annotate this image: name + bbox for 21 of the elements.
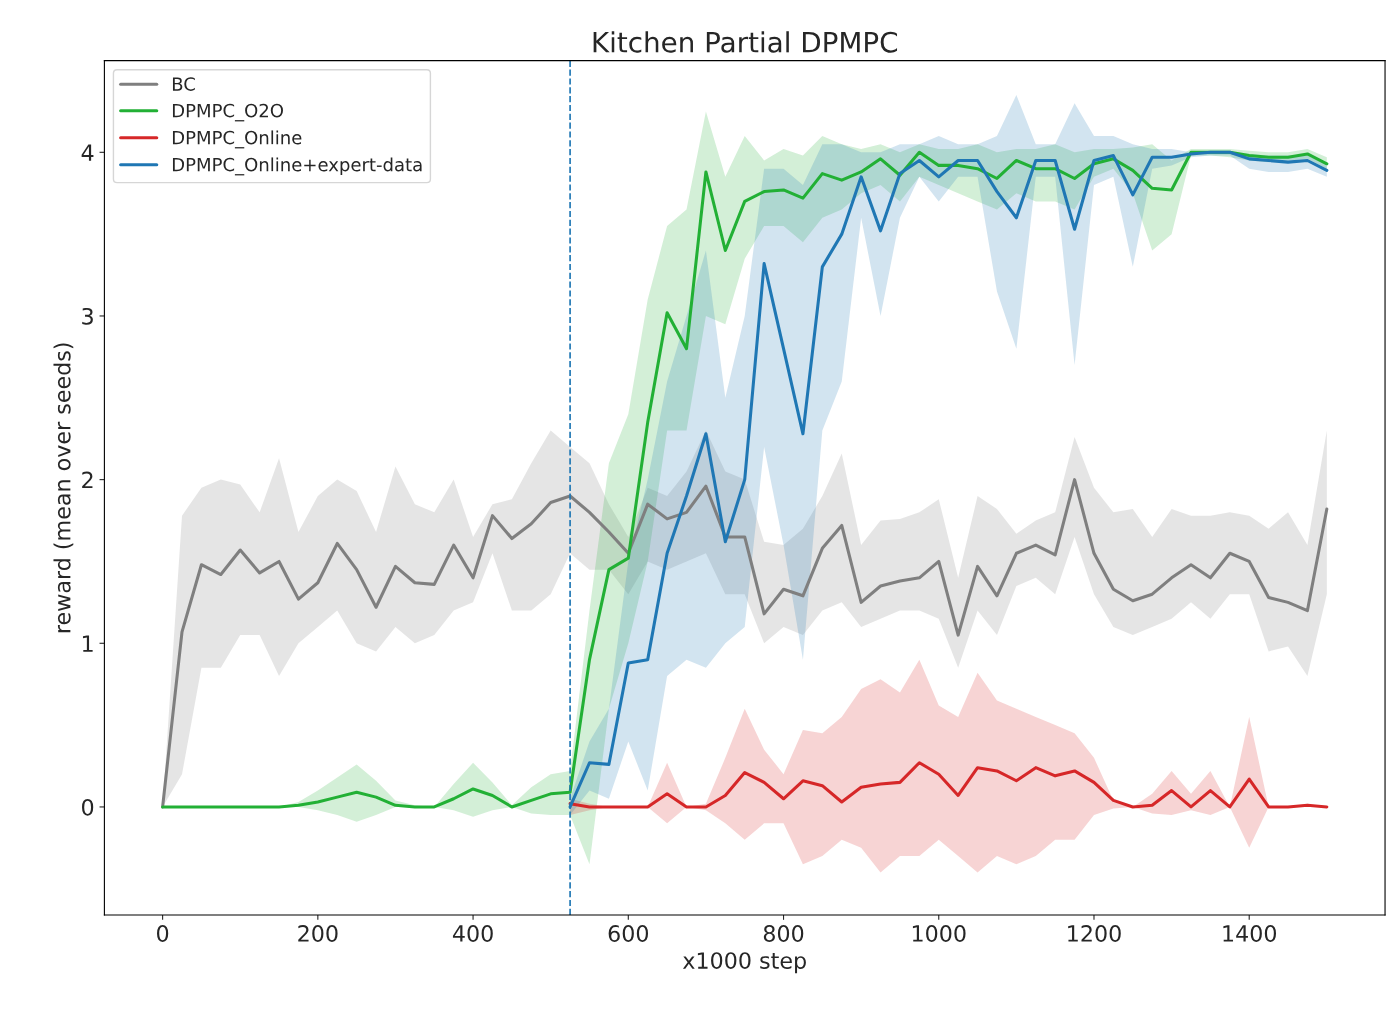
x-axis-title: x1000 step xyxy=(682,952,806,974)
y-tick-label: 2 xyxy=(82,471,93,489)
y-tick-label: 4 xyxy=(81,144,94,161)
x-tick-label: 1400 xyxy=(1223,925,1277,942)
x-tick-label: 1200 xyxy=(1068,925,1121,942)
y-tick-label: 1 xyxy=(82,635,93,652)
y-tick-label: 0 xyxy=(82,798,94,816)
x-tick-label: 0 xyxy=(157,925,169,942)
legend-label: DPMPC_O2O xyxy=(172,103,283,122)
x-tick-label: 800 xyxy=(763,925,804,942)
x-tick-label: 600 xyxy=(608,925,649,942)
legend-label: DPMPC_Online+expert-data xyxy=(172,157,422,176)
chart-title: Kitchen Partial DPMPC xyxy=(593,31,898,53)
x-tick-label: 400 xyxy=(452,925,493,942)
x-tick-label: 1000 xyxy=(912,925,966,942)
y-tick-label: 3 xyxy=(82,307,93,325)
line-series xyxy=(568,761,1329,809)
legend-label: BC xyxy=(172,77,195,91)
legend-label: DPMPC_Online xyxy=(172,130,302,149)
x-tick-label: 200 xyxy=(298,925,338,942)
y-axis-title: reward (mean over seeds) xyxy=(53,343,74,633)
